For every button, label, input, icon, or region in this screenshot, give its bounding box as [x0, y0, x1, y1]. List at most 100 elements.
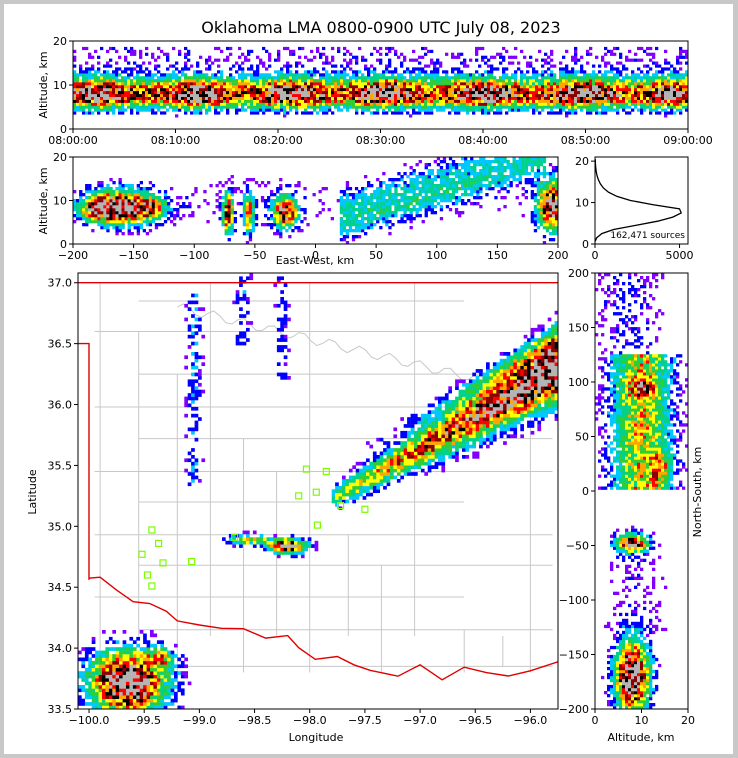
time-height-cell	[100, 87, 104, 92]
time-height-cell	[649, 105, 653, 109]
time-height-cell	[676, 90, 680, 95]
east-west-cell	[385, 199, 389, 203]
time-height-cell	[307, 73, 311, 77]
time-height-cell	[136, 102, 140, 106]
east-west-cell	[224, 229, 228, 233]
time-height-cell	[229, 67, 233, 71]
time-height-cell	[319, 102, 323, 106]
time-height-cell	[322, 79, 326, 83]
east-west-cell	[357, 190, 362, 194]
east-west-cell	[548, 175, 553, 179]
time-height-cell	[559, 76, 563, 80]
time-height-cell	[442, 79, 446, 83]
time-height-cell	[160, 79, 164, 83]
east-west-cell	[148, 220, 153, 224]
time-height-cell	[598, 102, 602, 106]
time-height-cell	[550, 73, 554, 77]
time-height-cell	[652, 76, 656, 80]
east-west-cell	[406, 208, 410, 212]
time-height-cell	[514, 70, 518, 74]
time-height-cell	[121, 70, 125, 74]
time-height-cell	[601, 58, 605, 62]
east-west-cell	[88, 217, 92, 221]
east-west-cell	[88, 190, 92, 194]
time-height-cell	[436, 76, 440, 80]
time-height-cell	[628, 93, 632, 97]
east-west-cell	[139, 181, 143, 185]
time-height-cell	[226, 93, 230, 97]
time-height-cell	[229, 105, 233, 109]
east-west-cell	[409, 208, 413, 212]
time-height-cell	[214, 76, 218, 80]
east-west-cell	[445, 175, 450, 179]
east-west-cell	[154, 214, 159, 218]
time-height-cell	[601, 79, 605, 83]
east-west-cell	[73, 190, 77, 194]
time-height-cell	[253, 87, 257, 92]
time-height-cell	[631, 70, 635, 74]
time-height-cell	[541, 76, 545, 80]
time-height-cell	[547, 61, 551, 65]
east-west-cell	[500, 181, 504, 185]
east-west-cell	[497, 169, 501, 173]
time-height-cell	[676, 102, 680, 106]
east-west-cell	[530, 184, 534, 188]
east-west-cell	[345, 196, 350, 200]
time-height-cell	[142, 108, 146, 112]
time-height-cell	[682, 96, 686, 100]
time-height-cell	[598, 111, 602, 115]
time-height-cell	[601, 55, 605, 59]
plan-view-cell	[81, 657, 86, 662]
time-height-cell	[247, 99, 251, 103]
time-height-cell	[394, 90, 398, 95]
time-height-cell	[307, 105, 311, 109]
time-height-cell	[553, 111, 557, 115]
east-west-cell	[345, 193, 350, 197]
east-west-cell	[412, 181, 416, 185]
time-height-cell	[592, 90, 596, 95]
east-west-cell	[118, 217, 122, 221]
east-west-cell	[473, 166, 477, 170]
east-west-cell	[388, 184, 392, 188]
east-west-cell	[348, 214, 353, 218]
time-height-cell	[145, 93, 149, 97]
time-height-cell	[607, 90, 611, 95]
time-height-cell	[574, 73, 578, 77]
time-height-cell	[154, 67, 158, 71]
time-height-cell	[301, 90, 305, 95]
time-height-cell	[103, 87, 107, 92]
time-height-cell	[229, 96, 233, 100]
time-height-cell	[181, 96, 185, 100]
time-height-cell	[469, 105, 473, 109]
time-height-cell	[607, 96, 611, 100]
time-height-cell	[154, 64, 158, 68]
east-west-cell	[170, 199, 174, 203]
east-west-cell	[530, 178, 534, 182]
time-height-cell	[247, 73, 251, 77]
east-west-cell	[163, 208, 168, 212]
time-height-cell	[472, 93, 476, 97]
histogram-annotation: 162,471 sources	[610, 231, 685, 241]
time-height-cell	[565, 114, 569, 118]
time-height-cell	[148, 99, 152, 103]
east-west-cell	[536, 172, 541, 176]
time-height-cell	[388, 96, 392, 100]
time-height-cell	[346, 105, 350, 109]
east-west-cell	[160, 208, 165, 212]
time-height-cell	[499, 108, 503, 112]
east-west-cell	[76, 211, 80, 215]
east-west-cell	[464, 175, 468, 179]
time-height-cell	[238, 85, 242, 89]
time-height-cell	[625, 90, 629, 95]
time-height-cell	[433, 99, 437, 103]
east-west-cell	[458, 181, 462, 185]
time-height-cell	[409, 58, 413, 62]
time-height-cell	[403, 55, 407, 59]
east-west-cell	[270, 214, 274, 218]
time-height-cell	[562, 67, 566, 71]
east-west-cell	[373, 202, 377, 206]
time-height-cell	[322, 73, 326, 77]
east-west-cell	[415, 181, 419, 185]
east-west-cell	[88, 214, 92, 218]
east-west-cell	[539, 193, 544, 197]
